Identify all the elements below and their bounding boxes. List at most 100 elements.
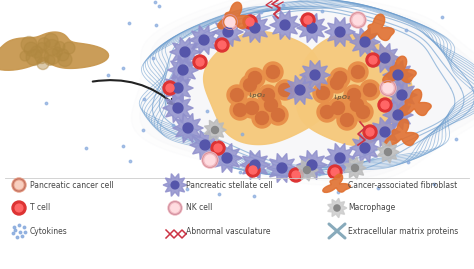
Circle shape <box>246 18 254 26</box>
Circle shape <box>44 40 60 55</box>
Polygon shape <box>285 75 315 105</box>
Polygon shape <box>199 35 209 45</box>
Circle shape <box>168 201 182 215</box>
Circle shape <box>364 83 376 97</box>
Circle shape <box>26 49 42 65</box>
Circle shape <box>258 85 278 105</box>
Circle shape <box>317 102 337 122</box>
Polygon shape <box>380 53 390 63</box>
Polygon shape <box>350 27 380 56</box>
Circle shape <box>202 152 218 168</box>
Circle shape <box>328 165 342 179</box>
Polygon shape <box>212 143 242 172</box>
Polygon shape <box>200 140 210 150</box>
Circle shape <box>205 155 215 165</box>
Polygon shape <box>383 61 413 90</box>
Polygon shape <box>163 73 193 102</box>
Circle shape <box>163 81 177 95</box>
Polygon shape <box>307 160 317 170</box>
Circle shape <box>37 58 49 69</box>
Circle shape <box>249 166 257 174</box>
Circle shape <box>234 104 246 116</box>
Text: ↓pO₂: ↓pO₂ <box>248 92 266 98</box>
Circle shape <box>218 41 226 49</box>
Polygon shape <box>240 150 270 179</box>
Circle shape <box>222 14 238 30</box>
Polygon shape <box>383 100 413 130</box>
Polygon shape <box>173 103 183 113</box>
Circle shape <box>35 49 49 63</box>
Polygon shape <box>393 110 403 120</box>
Polygon shape <box>277 163 287 173</box>
Circle shape <box>44 48 60 65</box>
Polygon shape <box>352 165 358 172</box>
Circle shape <box>166 84 174 92</box>
Circle shape <box>21 37 37 52</box>
Polygon shape <box>190 130 220 160</box>
Circle shape <box>353 15 363 25</box>
Polygon shape <box>383 56 416 83</box>
Circle shape <box>45 55 55 65</box>
Circle shape <box>347 89 361 101</box>
Circle shape <box>211 141 225 155</box>
Polygon shape <box>361 14 394 41</box>
Polygon shape <box>387 80 417 109</box>
Polygon shape <box>168 55 198 84</box>
Polygon shape <box>335 153 345 163</box>
Circle shape <box>289 168 303 182</box>
Polygon shape <box>173 83 183 93</box>
Polygon shape <box>270 10 301 40</box>
Text: Extracellular matrix proteins: Extracellular matrix proteins <box>348 226 458 235</box>
Circle shape <box>301 13 315 27</box>
Polygon shape <box>397 90 407 100</box>
Circle shape <box>304 16 312 24</box>
Circle shape <box>320 105 334 119</box>
Circle shape <box>381 101 389 109</box>
Circle shape <box>261 95 281 115</box>
Polygon shape <box>370 44 401 73</box>
Polygon shape <box>267 153 297 183</box>
Circle shape <box>12 201 26 215</box>
Circle shape <box>352 65 365 79</box>
Polygon shape <box>183 123 193 133</box>
Polygon shape <box>325 17 356 47</box>
Polygon shape <box>385 119 418 146</box>
Polygon shape <box>178 65 188 75</box>
Circle shape <box>366 53 380 67</box>
Polygon shape <box>335 27 345 37</box>
Polygon shape <box>310 70 320 80</box>
Polygon shape <box>384 148 392 155</box>
Circle shape <box>350 12 366 28</box>
Circle shape <box>227 85 247 105</box>
Circle shape <box>337 110 357 130</box>
Circle shape <box>20 51 30 61</box>
Text: Abnormal vasculature: Abnormal vasculature <box>186 226 271 235</box>
Circle shape <box>348 62 368 82</box>
Circle shape <box>243 15 257 29</box>
Circle shape <box>244 79 256 91</box>
Circle shape <box>275 80 295 100</box>
Polygon shape <box>218 2 251 29</box>
Polygon shape <box>300 61 330 90</box>
Polygon shape <box>170 37 201 66</box>
Circle shape <box>12 178 26 192</box>
Polygon shape <box>297 150 328 179</box>
Circle shape <box>230 89 244 101</box>
Polygon shape <box>250 160 260 170</box>
Circle shape <box>193 55 207 69</box>
Circle shape <box>58 52 72 66</box>
Circle shape <box>360 80 380 100</box>
Circle shape <box>266 65 280 79</box>
Polygon shape <box>163 93 193 123</box>
Circle shape <box>264 98 277 111</box>
Circle shape <box>53 47 63 57</box>
Polygon shape <box>204 31 330 144</box>
Polygon shape <box>380 127 390 137</box>
Circle shape <box>330 68 350 88</box>
Polygon shape <box>211 126 219 133</box>
Polygon shape <box>377 141 399 163</box>
Circle shape <box>263 62 283 82</box>
Polygon shape <box>325 143 356 172</box>
Circle shape <box>331 101 345 115</box>
Circle shape <box>366 128 374 136</box>
